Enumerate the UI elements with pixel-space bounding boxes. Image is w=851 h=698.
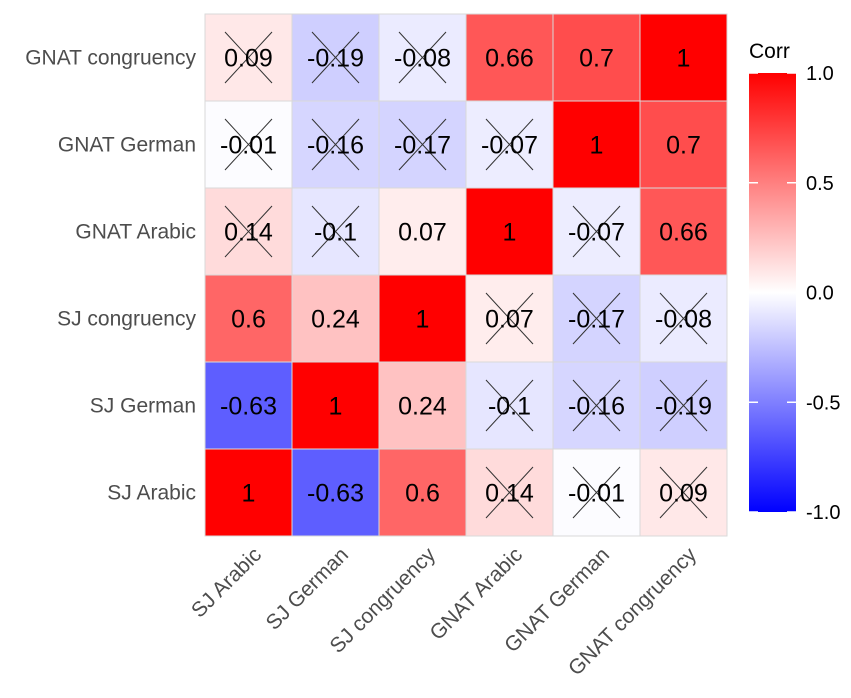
nonsignificant-cross-mark [224,205,273,258]
cell-value-label: 1 [242,480,256,508]
nonsignificant-cross-mark [659,379,708,432]
cell-value-label: -0.17 [568,306,625,334]
legend-title: Corr [749,40,790,63]
y-axis-tick-label: GNAT German [58,134,196,157]
nonsignificant-cross-mark [224,118,273,171]
y-axis-tick-label: SJ congruency [57,308,196,331]
legend-tick-label: -0.5 [806,392,840,414]
y-axis-tick-label: GNAT Arabic [75,221,196,244]
heatmap-cell [639,187,728,276]
cell-value-label: 0.09 [224,45,273,73]
cell-value-label: 0.66 [485,45,534,73]
cell-value-label: 0.07 [485,306,534,334]
x-axis-tick-label: SJ German [262,543,353,634]
cell-value-label: 0.24 [311,306,360,334]
heatmap-cell [378,361,467,450]
nonsignificant-cross-mark [659,466,708,519]
cell-value-label: -0.1 [488,393,531,421]
heatmap-cell [204,448,293,537]
cell-value-label: 1 [503,219,517,247]
cell-value-label: 1 [416,306,430,334]
y-axis-labels: SJ Arabic SJ German SJ congruency GNAT Arab… [25,47,196,505]
heatmap-cell [291,361,380,450]
cell-value-label: -0.19 [307,45,364,73]
cell-value-label: 0.14 [485,480,534,508]
nonsignificant-cross-mark [485,466,534,519]
cell-value-label: 0.7 [666,132,701,160]
cell-value-label: -0.17 [394,132,451,160]
heatmap-cell [378,187,467,276]
x-axis-tick-label: SJ Arabic [187,543,266,622]
nonsignificant-cross-mark [311,31,360,84]
cell-value-label: -0.1 [314,219,357,247]
cell-value-label: -0.16 [307,132,364,160]
cell-value-label: -0.16 [568,393,625,421]
nonsignificant-cross-mark [572,205,621,258]
nonsignificant-cross-mark [398,118,447,171]
cell-value-label: 0.14 [224,219,273,247]
heatmap-cell [378,274,467,363]
heatmap-cell [204,274,293,363]
heatmap-cell [639,13,728,102]
cell-value-label: 0.6 [405,480,440,508]
legend-tick-label: 0.0 [806,283,834,305]
nonsignificant-cross-mark [659,292,708,345]
y-axis-tick-label: SJ German [90,395,196,418]
cell-value-label: -0.07 [481,132,538,160]
heatmap-cell [291,448,380,537]
nonsignificant-cross-mark [311,205,360,258]
cell-value-label: 1 [329,393,343,421]
nonsignificant-cross-mark [572,292,621,345]
nonsignificant-cross-mark [485,292,534,345]
cell-value-label: 0.66 [659,219,708,247]
nonsignificant-cross-mark [311,118,360,171]
cell-value-label: 0.7 [579,45,614,73]
color-legend: Corr 1.0 0.5 0.0 -0.5 -1.0 [749,40,840,524]
y-axis-tick-label: GNAT congruency [25,47,196,70]
cell-value-label: 1 [590,132,604,160]
nonsignificant-cross-mark [485,379,534,432]
cell-value-label: -0.19 [655,393,712,421]
cell-value-label: -0.07 [568,219,625,247]
cell-value-label: -0.01 [220,132,277,160]
cell-value-label: -0.01 [568,480,625,508]
legend-tick-label: -1.0 [806,502,840,524]
nonsignificant-cross-mark [572,379,621,432]
cell-value-label: 0.6 [231,306,266,334]
heatmap-cell [552,13,641,102]
nonsignificant-cross-mark [398,31,447,84]
cell-value-label: -0.08 [655,306,712,334]
cell-value-label: -0.08 [394,45,451,73]
heatmap-cell [465,13,554,102]
cell-value-label: 1 [677,45,691,73]
cell-value-label: 0.09 [659,480,708,508]
heatmap-cell [204,361,293,450]
cell-value-label: 0.07 [398,219,447,247]
cell-value-label: 0.24 [398,393,447,421]
heatmap-cell [291,274,380,363]
nonsignificant-cross-mark [572,466,621,519]
legend-tick-label: 0.5 [806,173,834,195]
heatmap-cell [552,100,641,189]
heatmap-cells: 1 -0.63 0.6 0.14 -0.01 0.09 -0.63 1 0.24 -0.1 -0.1… [204,13,728,537]
legend-tick-label: 1.0 [806,63,834,85]
heatmap-cell [465,187,554,276]
nonsignificant-cross-mark [224,31,273,84]
cell-value-label: -0.63 [220,393,277,421]
y-axis-tick-label: SJ Arabic [107,482,196,505]
cell-value-label: -0.63 [307,480,364,508]
nonsignificant-cross-mark [485,118,534,171]
